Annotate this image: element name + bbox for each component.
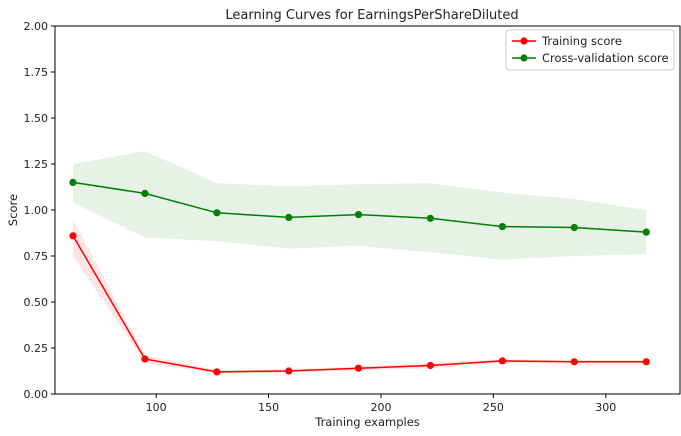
- x-tick-label: 200: [370, 401, 391, 414]
- series-markers: [69, 178, 650, 376]
- legend-training-score-label: Training score: [541, 34, 622, 48]
- cross-validation-score-point: [285, 213, 293, 221]
- cross-validation-score-point: [354, 211, 363, 219]
- y-axis-label: Score: [6, 194, 20, 226]
- y-axis: 0.00 0.25 0.50 0.75 1.00 1.25 1.50 1.75 2.00: [24, 20, 55, 401]
- training-score-point: [69, 232, 77, 240]
- cross-validation-score-point: [642, 228, 650, 236]
- x-tick-label: 100: [146, 401, 167, 414]
- legend-training-score-marker: [520, 37, 528, 45]
- y-tick-label: 2.00: [24, 20, 49, 33]
- training-score-point: [213, 368, 221, 376]
- x-tick-label: 300: [595, 401, 616, 414]
- legend-box: [505, 29, 675, 71]
- y-tick-label: 0.25: [24, 342, 49, 355]
- y-tick-label: 0.75: [24, 250, 49, 263]
- cross-validation-score-point: [69, 178, 77, 186]
- y-tick-label: 1.00: [24, 204, 49, 217]
- cross-validation-score-point: [498, 223, 506, 231]
- y-tick-label: 0.50: [24, 296, 49, 309]
- training-score-point: [642, 358, 650, 366]
- training-score-point: [285, 367, 293, 375]
- legend: Training score Cross-validation score: [505, 29, 675, 71]
- chart-title: Learning Curves for EarningsPerShareDilu…: [225, 8, 518, 23]
- legend-cross-validation-score-label: Cross-validation score: [542, 51, 669, 65]
- cross-validation-score-point: [213, 209, 221, 217]
- y-tick-label: 1.25: [24, 158, 49, 171]
- x-tick-label: 150: [258, 401, 279, 414]
- cross-validation-score-point: [141, 189, 149, 197]
- y-tick-label: 0.00: [24, 388, 49, 401]
- x-tick-label: 250: [483, 401, 504, 414]
- y-tick-label: 1.75: [24, 66, 49, 79]
- cross-validation-score-point: [426, 214, 434, 222]
- training-score-point: [570, 358, 578, 366]
- training-score-point: [498, 357, 506, 365]
- x-axis: 100 150 200 250 300: [146, 394, 616, 414]
- y-tick-label: 1.50: [24, 112, 49, 125]
- confidence-bands: [73, 151, 647, 374]
- cross-validation-score-band: [73, 151, 647, 260]
- training-score-point: [354, 364, 363, 372]
- x-axis-label: Training examples: [314, 415, 420, 429]
- legend-cross-validation-score-marker: [520, 54, 528, 62]
- training-score-point: [426, 361, 434, 370]
- cross-validation-score-point: [570, 223, 578, 232]
- training-score-point: [141, 355, 149, 363]
